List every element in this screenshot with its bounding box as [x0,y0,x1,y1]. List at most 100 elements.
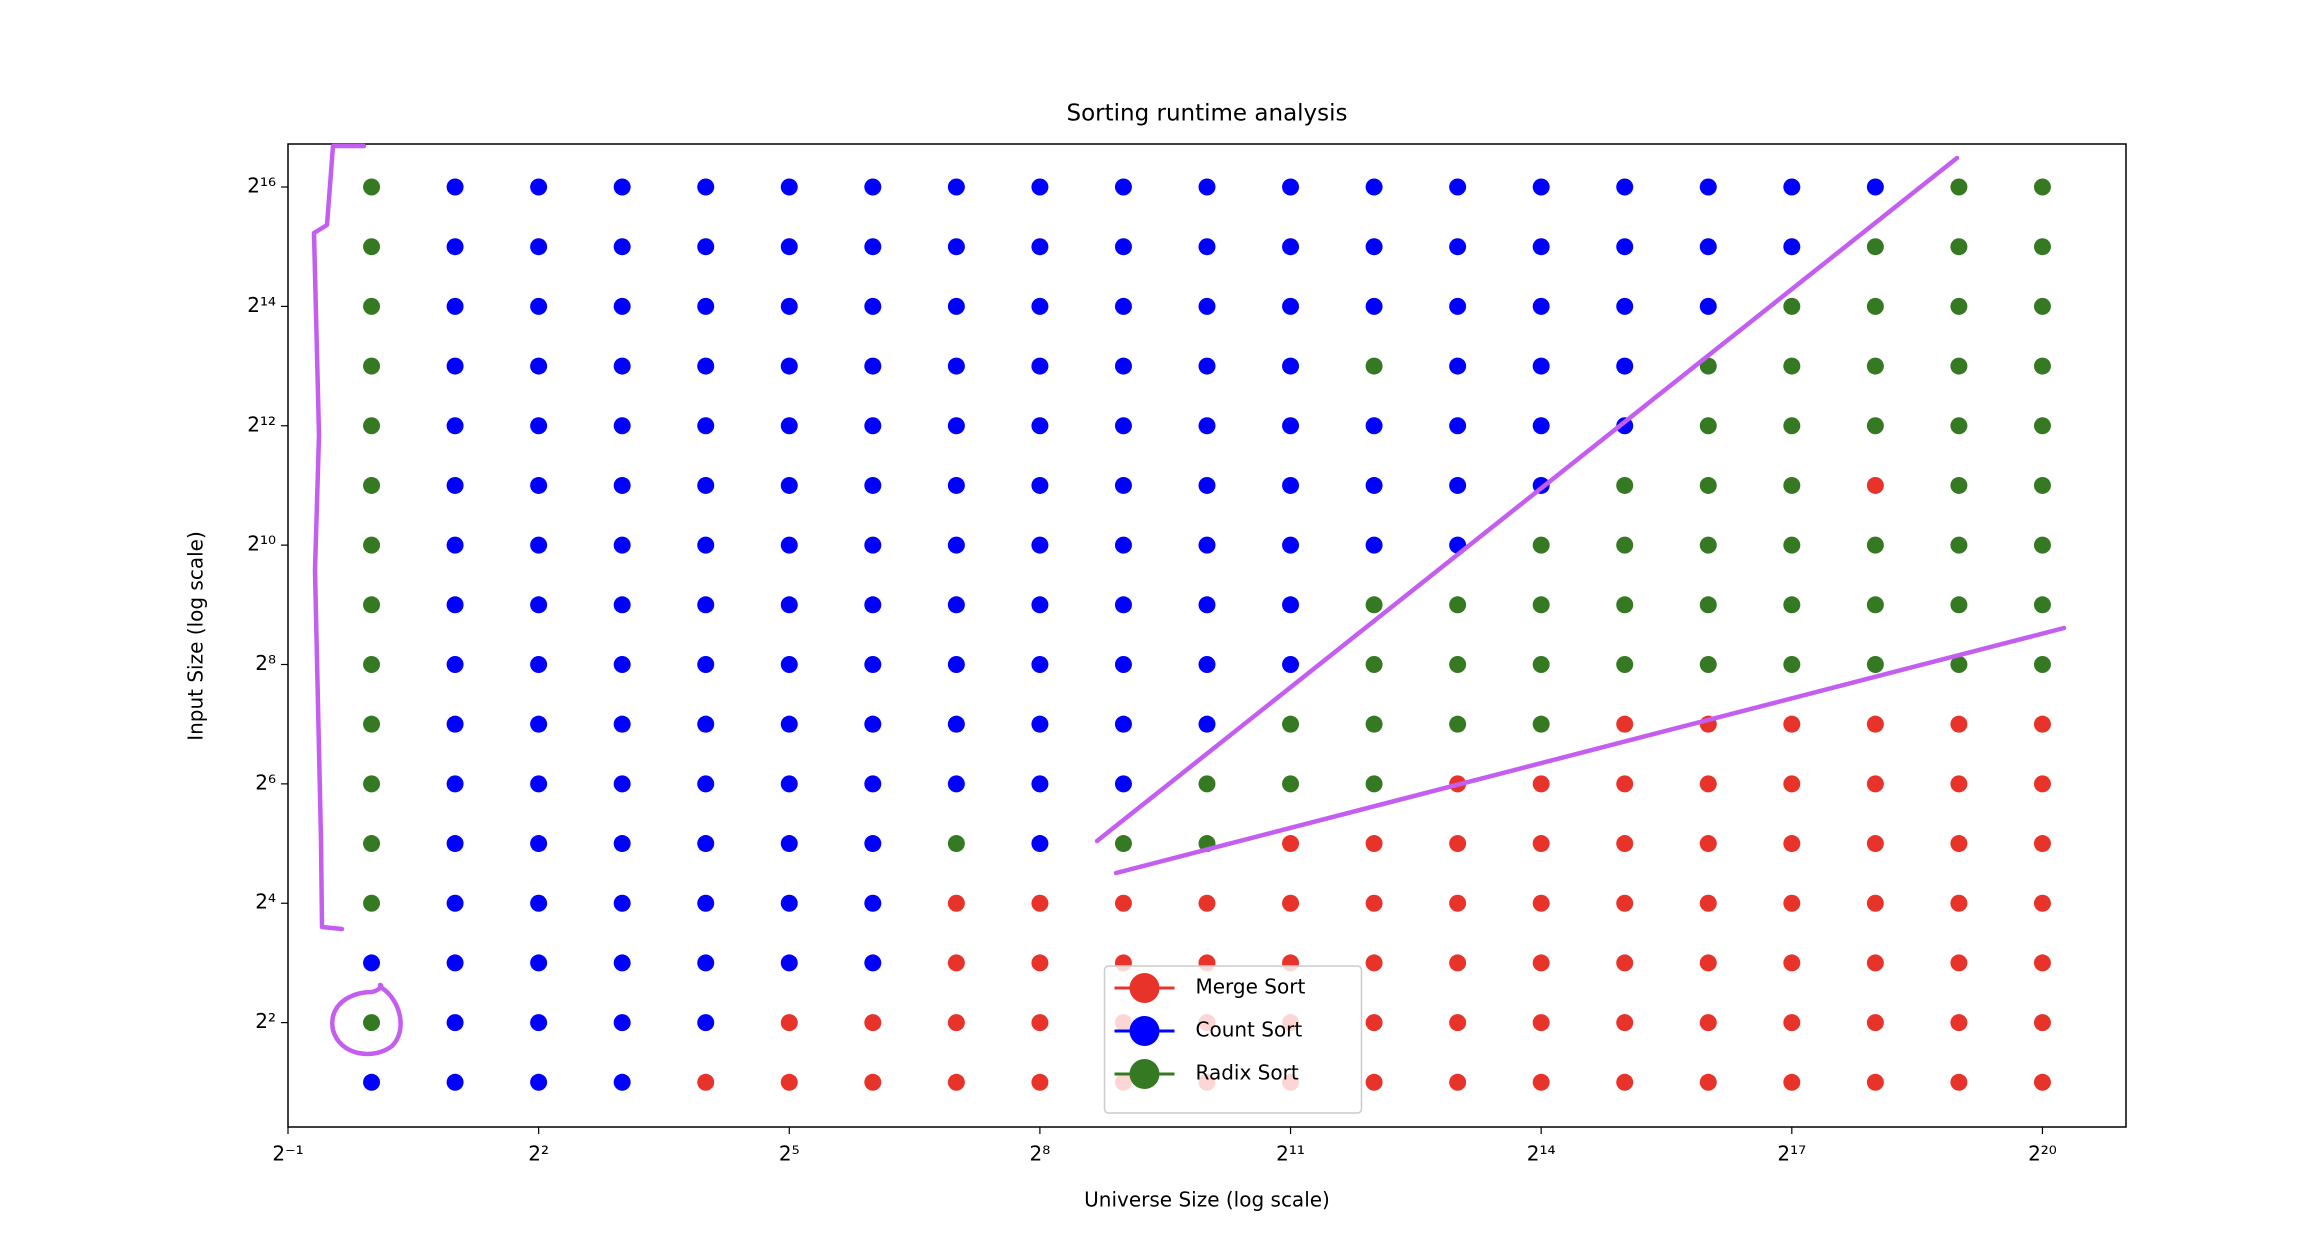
data-point [363,238,381,256]
data-point [780,954,798,972]
data-point [1031,775,1049,793]
data-point [446,238,464,256]
data-point [1031,954,1049,972]
data-point [530,297,548,315]
data-point [1866,238,1884,256]
data-point [947,775,965,793]
data-point [1699,238,1717,256]
bracket-annotation [311,143,367,932]
data-point [1449,238,1467,256]
data-point [1783,1073,1801,1091]
data-point [613,536,631,554]
data-point [697,238,715,256]
data-point [1950,775,1968,793]
x-tick-label: 2⁸ [1030,1142,1051,1166]
data-point [1114,536,1132,554]
data-point [1866,297,1884,315]
data-point [864,715,882,733]
data-point [2033,655,2051,673]
data-point [446,1073,464,1091]
data-point [613,1073,631,1091]
data-point [530,357,548,375]
data-point [864,476,882,494]
data-point [363,954,381,972]
data-point [2033,775,2051,793]
data-point [1699,1073,1717,1091]
data-point [1198,775,1216,793]
y-tick-label: 2⁸ [255,651,276,675]
data-point [1532,238,1550,256]
data-point [1031,715,1049,733]
data-point [864,894,882,912]
data-point [780,476,798,494]
data-point [1950,894,1968,912]
data-point [1616,238,1634,256]
x-tick-label: 2⁵ [779,1142,800,1166]
data-point [1866,596,1884,614]
data-point [1950,954,1968,972]
data-point [1866,1014,1884,1032]
data-point [1282,596,1300,614]
data-point [1532,1073,1550,1091]
data-point [530,954,548,972]
data-point [1532,715,1550,733]
data-point [780,238,798,256]
data-point [864,655,882,673]
data-point [1282,775,1300,793]
y-tick-label: 2⁶ [255,770,276,794]
data-point [1282,357,1300,375]
data-point [947,715,965,733]
data-point [1783,954,1801,972]
data-point [780,178,798,196]
data-point [530,238,548,256]
data-point [1031,417,1049,435]
data-point [1031,476,1049,494]
data-point [1616,655,1634,673]
data-point [1866,476,1884,494]
data-point [1532,596,1550,614]
data-point [1198,655,1216,673]
data-point [947,596,965,614]
boundary-line [1094,155,1960,844]
data-point [446,357,464,375]
data-point [780,536,798,554]
data-point [1365,536,1383,554]
chart-title: Sorting runtime analysis [1066,101,1347,127]
data-point [2033,178,2051,196]
data-point [1365,835,1383,853]
data-point [1532,655,1550,673]
data-point [1198,297,1216,315]
data-point [697,178,715,196]
data-point [1783,476,1801,494]
data-point [613,715,631,733]
data-point [2033,357,2051,375]
data-point [2033,954,2051,972]
legend-handle-marker [1129,1016,1160,1046]
data-point [613,238,631,256]
data-point [613,178,631,196]
x-tick-label: 2² [528,1142,549,1166]
data-point [1114,238,1132,256]
data-point [1532,954,1550,972]
data-point [1282,715,1300,733]
data-point [864,536,882,554]
legend-handle-marker [1129,973,1160,1003]
data-point [1282,417,1300,435]
data-point [613,297,631,315]
data-point [1783,238,1801,256]
data-point [780,297,798,315]
data-point [1198,357,1216,375]
data-point [1282,655,1300,673]
data-point [446,476,464,494]
data-point [2033,297,2051,315]
data-point [613,655,631,673]
data-point [446,655,464,673]
legend: Merge Sort Count Sort Radix Sort [1103,965,1363,1114]
data-point [947,954,965,972]
data-point [1783,1014,1801,1032]
data-point [1532,1014,1550,1032]
data-point [1866,655,1884,673]
x-axis-label: Universe Size (log scale) [1084,1188,1330,1212]
data-point [864,297,882,315]
